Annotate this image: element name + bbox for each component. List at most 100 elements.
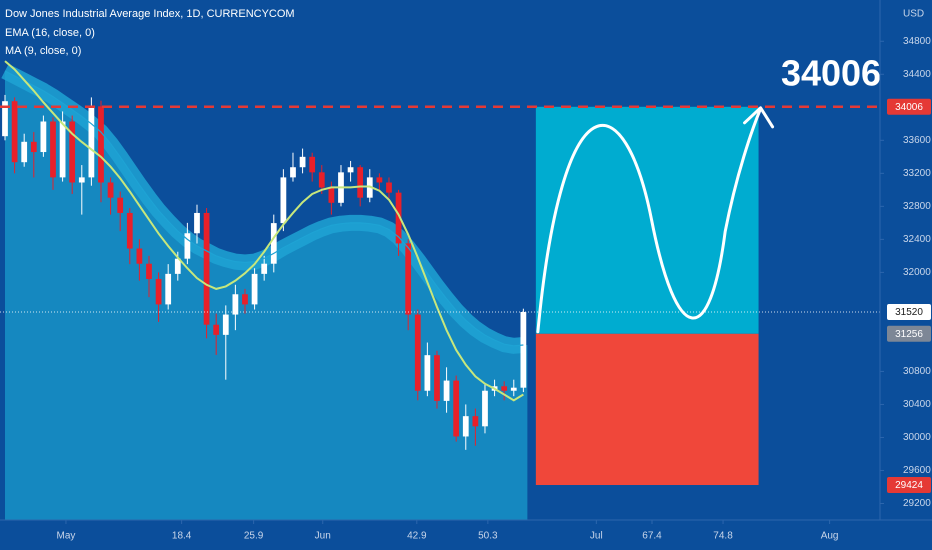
- candle-body: [472, 416, 479, 427]
- candle-body: [155, 278, 162, 305]
- candle-body: [78, 177, 85, 183]
- candle-body: [194, 212, 200, 234]
- candle-body: [88, 106, 95, 178]
- y-tick-label: 32800: [903, 201, 931, 212]
- candles: [2, 94, 527, 450]
- x-tick-label: Jun: [315, 531, 331, 542]
- y-tick-label: 34400: [903, 69, 931, 80]
- y-tick-label: 33200: [903, 168, 931, 179]
- candle-body: [510, 387, 517, 391]
- y-tick-label: 32000: [903, 267, 931, 278]
- candle-body: [434, 355, 440, 401]
- candle-body: [376, 177, 383, 183]
- profit-zone: [535, 106, 759, 334]
- candle-body: [424, 355, 431, 391]
- candle-body: [126, 212, 133, 249]
- price-badge: [887, 304, 931, 320]
- candle-body: [30, 141, 37, 153]
- candle-body: [174, 258, 181, 274]
- loss-zone: [535, 333, 759, 486]
- candle-body: [213, 324, 220, 335]
- projection-arrowhead: [743, 106, 775, 129]
- x-tick-label: Jul: [590, 531, 603, 542]
- candle-body: [501, 386, 508, 391]
- price-badge-label: 29424: [895, 480, 923, 491]
- candle-body: [270, 223, 277, 264]
- x-tick-label: 67.4: [642, 531, 662, 542]
- y-tick-label: 30800: [903, 366, 931, 377]
- candle-body: [69, 121, 76, 183]
- axes: 34800 34400 33600 33200 32800 32400 32000 30800…: [56, 36, 931, 542]
- candle-body: [50, 121, 56, 178]
- currency-label: USD: [903, 9, 924, 20]
- candle-body: [232, 294, 239, 315]
- chart-title: Dow Jones Industrial Average Index, 1D, …: [5, 8, 295, 20]
- x-tick-label: 74.8: [713, 531, 733, 542]
- x-tick-label: 50.3: [478, 531, 498, 542]
- y-tick-label: 32400: [903, 234, 931, 245]
- candle-body: [395, 192, 402, 244]
- price-badge: [887, 98, 931, 115]
- projection: 34006: [535, 52, 881, 486]
- candle-body: [117, 197, 124, 213]
- candle-body: [309, 156, 316, 173]
- y-tick-label: 33600: [903, 135, 931, 146]
- candle-body: [146, 263, 152, 279]
- candle-body: [299, 156, 306, 168]
- projection-curve: [536, 107, 763, 334]
- candle-body: [184, 233, 191, 259]
- x-tick-label: 42.9: [407, 531, 427, 542]
- price-badge-label: 34006: [895, 102, 923, 113]
- candle-body: [165, 273, 172, 305]
- legend-entry: MA (9, close, 0): [5, 45, 81, 57]
- price-badge-label: 31520: [895, 307, 923, 318]
- ma-line: [4, 60, 524, 402]
- candle-body: [98, 106, 104, 183]
- x-tick-label: May: [56, 531, 75, 542]
- candle-body: [386, 182, 392, 193]
- x-tick-label: 25.9: [244, 531, 264, 542]
- candle-body: [443, 380, 450, 401]
- y-tick-label: 29200: [903, 498, 931, 509]
- candle-body: [280, 177, 287, 224]
- candle-body: [222, 314, 229, 335]
- y-tick-label: 30000: [903, 432, 931, 443]
- candle-body: [261, 263, 268, 274]
- indicator-lines: [4, 60, 524, 402]
- candle-body: [290, 167, 296, 178]
- candle-body: [203, 212, 210, 325]
- price-levels: 34006 31520 31256 29424: [0, 98, 931, 494]
- candle-body: [11, 101, 18, 163]
- x-tick-label: Aug: [821, 531, 839, 542]
- price-badge: [887, 325, 931, 342]
- candle-body: [40, 121, 47, 153]
- x-tick-label: 18.4: [172, 531, 192, 542]
- candle-body: [251, 273, 258, 305]
- legend-entry: EMA (16, close, 0): [5, 27, 95, 39]
- candle-body: [136, 248, 143, 264]
- candle-body: [328, 187, 335, 203]
- candle-body: [59, 121, 66, 178]
- y-tick-label: 29600: [903, 465, 931, 476]
- candle-body: [2, 101, 8, 137]
- candle-body: [520, 312, 527, 388]
- candle-body: [318, 172, 325, 188]
- y-tick-label: 34800: [903, 36, 931, 47]
- candle-body: [462, 416, 469, 437]
- price-badge: [887, 477, 931, 494]
- price-badge-label: 31256: [895, 329, 923, 340]
- candle-body: [347, 167, 354, 173]
- ema-line: [4, 70, 524, 347]
- candle-body: [405, 243, 412, 315]
- candle-body: [107, 182, 114, 198]
- candle-body: [453, 380, 460, 437]
- candle-body: [242, 294, 248, 305]
- candle-body: [482, 390, 488, 427]
- y-tick-label: 30400: [903, 399, 931, 410]
- candle-body: [21, 141, 28, 163]
- candle-body: [357, 167, 364, 198]
- candle-body: [414, 314, 421, 391]
- target-label: 34006: [781, 52, 881, 93]
